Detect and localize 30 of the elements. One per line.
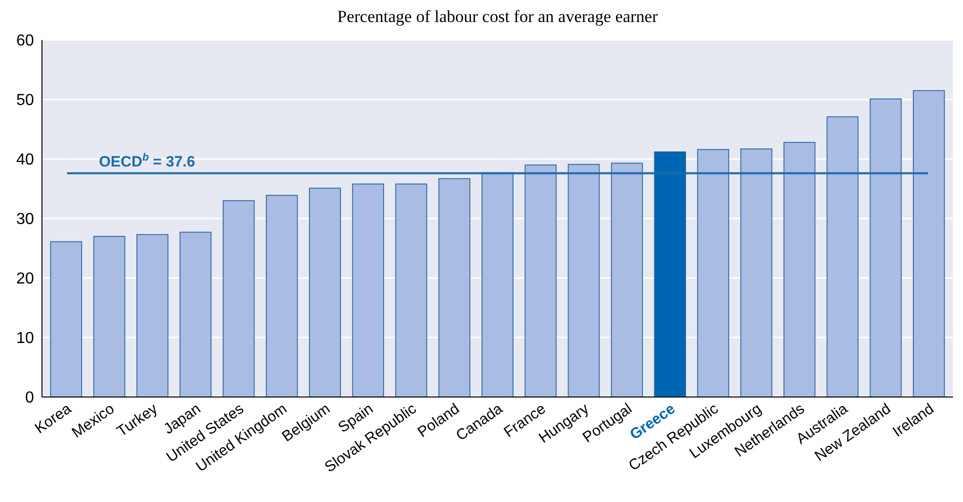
y-tick-label: 0 (25, 390, 34, 407)
ref-line-label: OECD$^{b}$ = 37.6 (99, 151, 196, 170)
y-tick-label: 60 (16, 32, 34, 50)
bar (870, 98, 902, 398)
bar (740, 148, 772, 398)
y-tick-label: 50 (16, 92, 34, 110)
bar (352, 184, 384, 398)
bar (309, 188, 341, 398)
bar (180, 232, 212, 398)
bar (266, 194, 298, 398)
bar (222, 200, 255, 398)
y-tick-label: 30 (16, 211, 34, 228)
bar (482, 172, 514, 398)
bar (610, 162, 643, 398)
bar (912, 90, 945, 398)
bar (93, 236, 126, 398)
y-tick-label: 10 (16, 330, 34, 348)
bar (524, 164, 557, 398)
y-tick-label: 40 (16, 152, 34, 169)
bar (654, 151, 686, 398)
chart-title: Percentage of labour cost for an average earner (337, 7, 658, 26)
y-tick-label: 20 (16, 270, 34, 288)
bar (50, 241, 82, 398)
bar (438, 178, 470, 398)
bar (136, 234, 168, 398)
bar (826, 116, 859, 398)
bar (568, 164, 600, 398)
bar (395, 184, 428, 398)
bar (697, 149, 730, 398)
bar (784, 142, 816, 398)
